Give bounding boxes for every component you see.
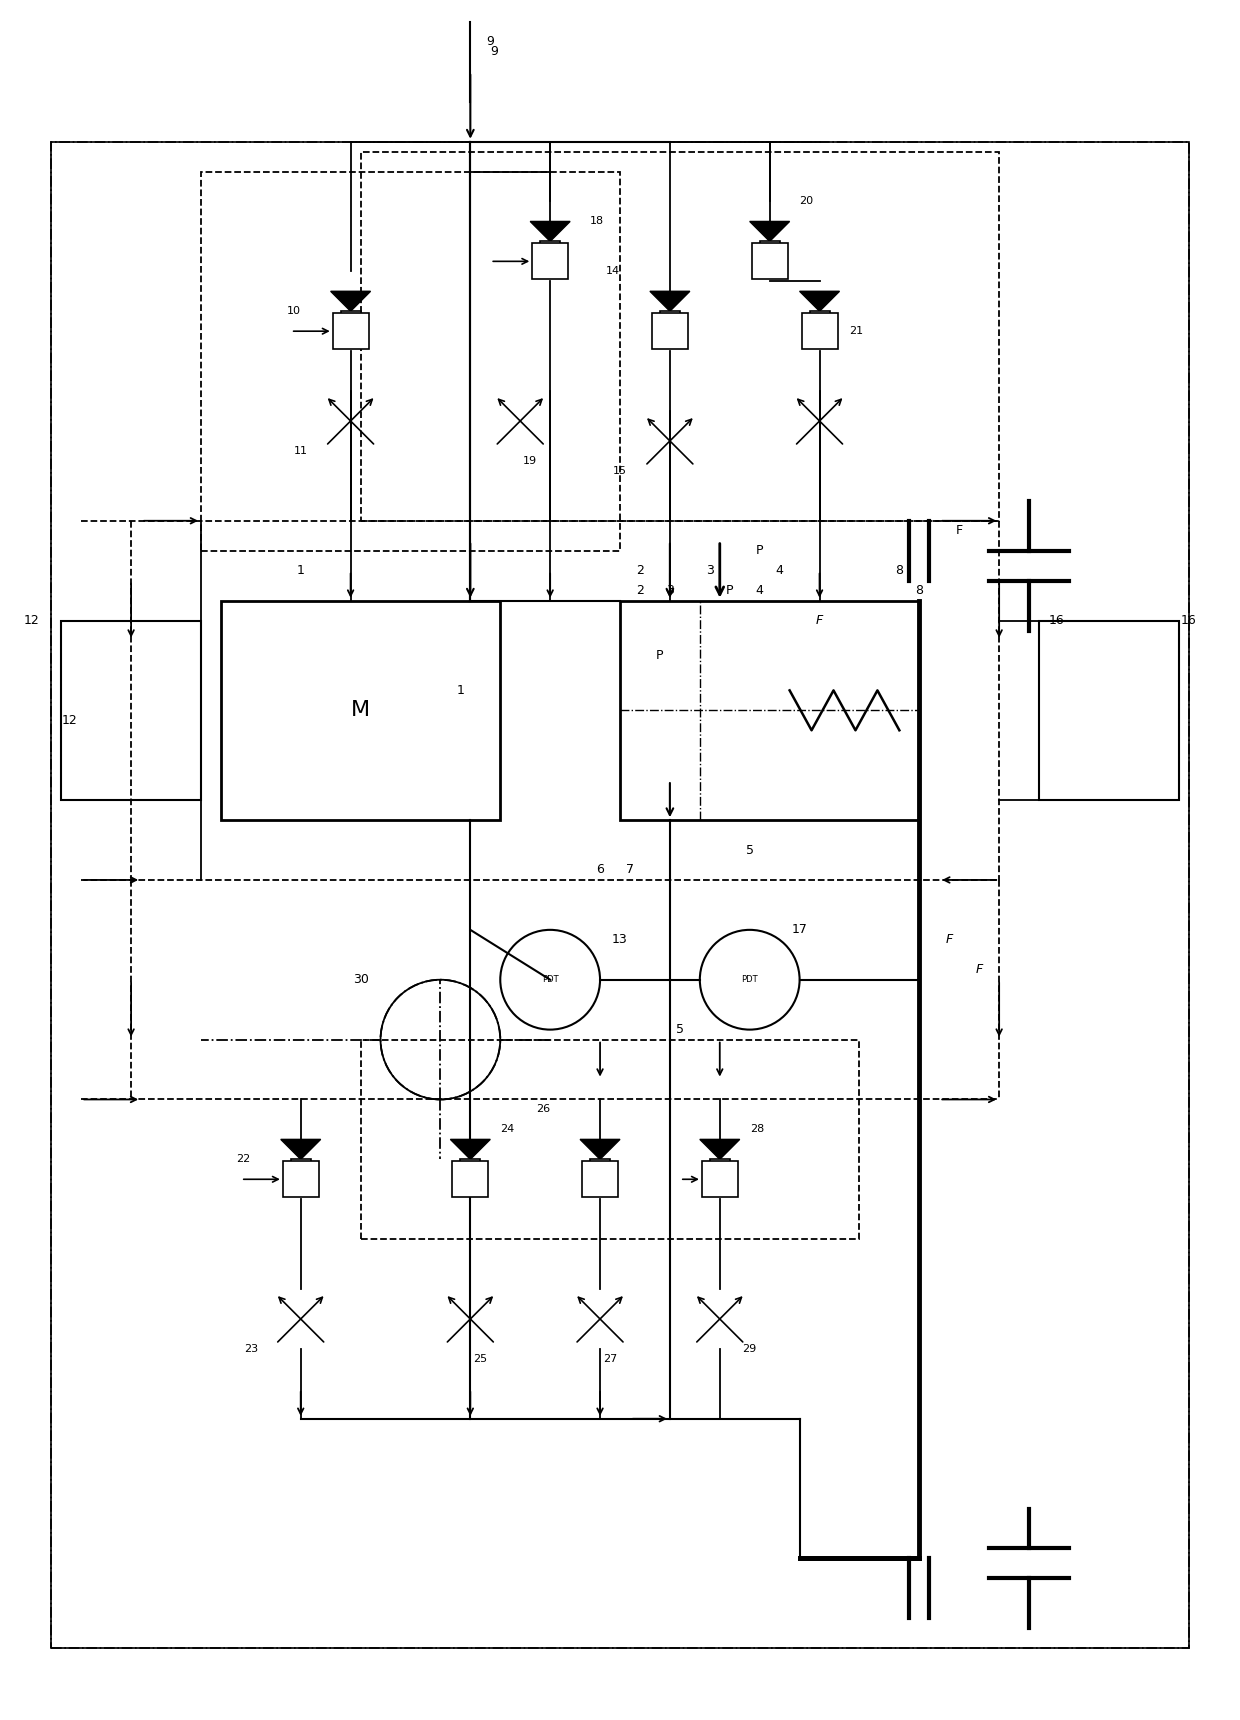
Bar [760,241,780,261]
Bar [582,1161,618,1197]
Text: P: P [725,585,734,597]
Text: PDT: PDT [742,975,758,984]
Bar [709,1159,730,1180]
Text: 18: 18 [590,217,604,227]
Polygon shape [699,1139,740,1159]
Text: 9: 9 [490,45,498,58]
Text: 12: 12 [61,714,77,728]
Bar [283,1161,319,1197]
Text: P: P [756,544,764,557]
Bar [361,1039,859,1238]
Text: 30: 30 [352,974,368,986]
Polygon shape [280,1139,321,1159]
Text: 2: 2 [636,585,644,597]
Text: 29: 29 [743,1343,756,1354]
Text: 1: 1 [456,685,464,697]
Text: 10: 10 [286,306,301,316]
Bar [810,311,830,332]
Circle shape [381,980,500,1099]
Text: 8: 8 [895,564,904,578]
Text: 1: 1 [296,564,305,578]
Text: 13: 13 [613,934,627,946]
Bar [51,141,1189,1648]
Polygon shape [450,1139,490,1159]
Bar [453,1161,489,1197]
Text: 5: 5 [745,843,754,857]
Bar [460,1159,480,1180]
Bar [590,1159,610,1180]
Bar [801,313,837,349]
Polygon shape [650,291,689,311]
Text: 16: 16 [1180,614,1197,628]
Bar [620,600,919,820]
Text: M: M [351,700,371,721]
Text: F: F [816,614,823,628]
Text: 4: 4 [755,585,764,597]
Text: F: F [946,934,952,946]
Circle shape [699,931,800,1030]
Bar [221,600,500,820]
Text: 23: 23 [244,1343,258,1354]
Text: 21: 21 [849,327,863,335]
Text: 17: 17 [791,924,807,936]
Text: 8: 8 [915,585,924,597]
Text: 26: 26 [536,1104,551,1115]
Text: F: F [976,963,983,977]
Text: 15: 15 [613,466,627,476]
Text: 11: 11 [294,445,308,456]
Bar [532,244,568,279]
Text: 28: 28 [750,1125,764,1135]
Bar [361,151,999,521]
Bar [1039,621,1179,800]
Bar [332,313,368,349]
Polygon shape [331,291,371,311]
Bar [201,172,620,550]
Polygon shape [800,291,839,311]
Text: 3: 3 [666,585,673,597]
Text: PDT: PDT [542,975,558,984]
Text: 7: 7 [626,863,634,877]
Text: 25: 25 [474,1354,487,1364]
Bar [751,244,787,279]
Text: 2: 2 [636,564,644,578]
Text: 6: 6 [596,863,604,877]
Text: 24: 24 [500,1125,515,1135]
Bar [341,311,361,332]
Text: 22: 22 [237,1154,250,1164]
Bar [61,621,201,800]
Bar [51,141,1189,1648]
Text: 12: 12 [24,614,40,628]
Bar [541,241,560,261]
Bar [652,313,688,349]
Polygon shape [580,1139,620,1159]
Polygon shape [531,222,570,241]
Polygon shape [750,222,790,241]
Text: F: F [956,525,962,537]
Text: 5: 5 [676,1023,684,1035]
Text: 20: 20 [800,196,813,206]
Text: 16: 16 [1049,614,1065,628]
Text: 19: 19 [523,456,537,466]
Bar [702,1161,738,1197]
Text: P: P [656,648,663,662]
Text: 3: 3 [706,564,714,578]
Text: 27: 27 [603,1354,618,1364]
Text: 9: 9 [486,36,495,48]
Circle shape [500,931,600,1030]
Text: 4: 4 [776,564,784,578]
Bar [660,311,680,332]
Text: 14: 14 [606,267,620,277]
Bar [290,1159,311,1180]
